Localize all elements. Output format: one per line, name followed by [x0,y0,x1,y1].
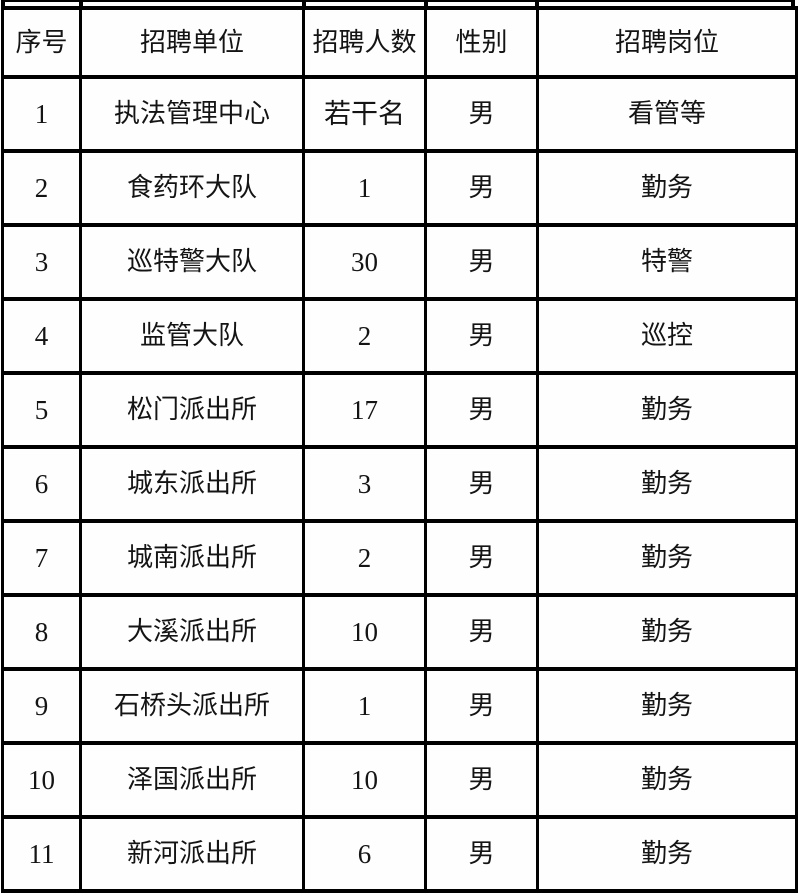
table-cell: 6 [1,445,82,523]
table-row: 11 新河派出所 6 男勤务 [1,815,798,893]
table-cell: 新河派出所 [79,815,305,893]
table-cell: 4 [1,297,82,375]
recruitment-table: 序号 招聘单位 招聘人数 性别 招聘岗位 1 执法管理中心 若干名男看管等 2 食药环大… [1,6,798,893]
table-cell: 6 [302,815,427,893]
table-row: 4 监管大队 2 男巡控 [1,297,798,375]
table-cell: 1 [302,667,427,745]
table-cell: 勤务 [536,519,798,597]
table-cell: 5 [1,371,82,449]
table-row: 10 泽国派出所 10 男勤务 [1,741,798,819]
table-cell: 勤务 [536,741,798,819]
table-cell: 2 [1,149,82,227]
cropped-row-remnant-line [2,0,795,2]
table-cell: 泽国派出所 [79,741,305,819]
table-cell: 男 [424,815,539,893]
table-cell: 勤务 [536,667,798,745]
table-cell: 10 [302,741,427,819]
table-cell: 勤务 [536,815,798,893]
table-cell: 特警 [536,223,798,301]
table-cell: 11 [1,815,82,893]
table-cell: 勤务 [536,371,798,449]
col-header-number: 序号 [1,6,82,79]
table-row: 2 食药环大队 1 男勤务 [1,149,798,227]
table-cell: 1 [302,149,427,227]
table-cell: 10 [302,593,427,671]
table-row: 1 执法管理中心 若干名男看管等 [1,75,798,153]
table-row: 3 巡特警大队 30 男特警 [1,223,798,301]
table-cell: 男 [424,149,539,227]
table-cell: 食药环大队 [79,149,305,227]
table-cell: 7 [1,519,82,597]
table-cell: 男 [424,223,539,301]
table-row: 6 城东派出所 3 男勤务 [1,445,798,523]
table-cell: 30 [302,223,427,301]
table-row: 5 松门派出所 17 男勤务 [1,371,798,449]
table-body: 1 执法管理中心 若干名男看管等 2 食药环大队 1 男勤务 3 巡特警大队 30 男特警 4 监管大队… [1,75,798,893]
table-row: 8 大溪派出所 10 男勤务 [1,593,798,671]
table-cell: 巡控 [536,297,798,375]
table-cell: 男 [424,75,539,153]
table-cell: 17 [302,371,427,449]
table-cell: 男 [424,445,539,523]
table-cell: 若干名 [302,75,427,153]
header-row: 序号 招聘单位 招聘人数 性别 招聘岗位 [1,6,798,79]
table-cell: 男 [424,593,539,671]
border-stub [302,0,306,8]
table-cell: 10 [1,741,82,819]
table-cell: 城东派出所 [79,445,305,523]
table-cell: 勤务 [536,445,798,523]
border-stub [79,0,83,8]
table-row: 7 城南派出所 2 男勤务 [1,519,798,597]
table-cell: 监管大队 [79,297,305,375]
table-cell: 8 [1,593,82,671]
table-cell: 石桥头派出所 [79,667,305,745]
col-header-gender: 性别 [424,6,539,79]
table-cell: 看管等 [536,75,798,153]
table-cell: 大溪派出所 [79,593,305,671]
table-cell: 勤务 [536,593,798,671]
table-cell: 3 [1,223,82,301]
border-stub [1,0,5,8]
table-cell: 男 [424,741,539,819]
border-stub [791,0,795,8]
table-cell: 执法管理中心 [79,75,305,153]
col-header-headcount: 招聘人数 [302,6,427,79]
table-row: 9 石桥头派出所 1 男勤务 [1,667,798,745]
table-cell: 巡特警大队 [79,223,305,301]
table-cell: 9 [1,667,82,745]
border-stub [535,0,539,8]
table-cell: 男 [424,519,539,597]
table-cell: 男 [424,667,539,745]
col-header-position: 招聘岗位 [536,6,798,79]
table-cell: 2 [302,297,427,375]
table-cell: 1 [1,75,82,153]
table-cell: 松门派出所 [79,371,305,449]
col-header-unit: 招聘单位 [79,6,305,79]
table-cell: 男 [424,371,539,449]
table-cell: 男 [424,297,539,375]
table-cell: 城南派出所 [79,519,305,597]
border-stub [424,0,428,8]
table-cell: 勤务 [536,149,798,227]
table-cell: 3 [302,445,427,523]
table-cell: 2 [302,519,427,597]
